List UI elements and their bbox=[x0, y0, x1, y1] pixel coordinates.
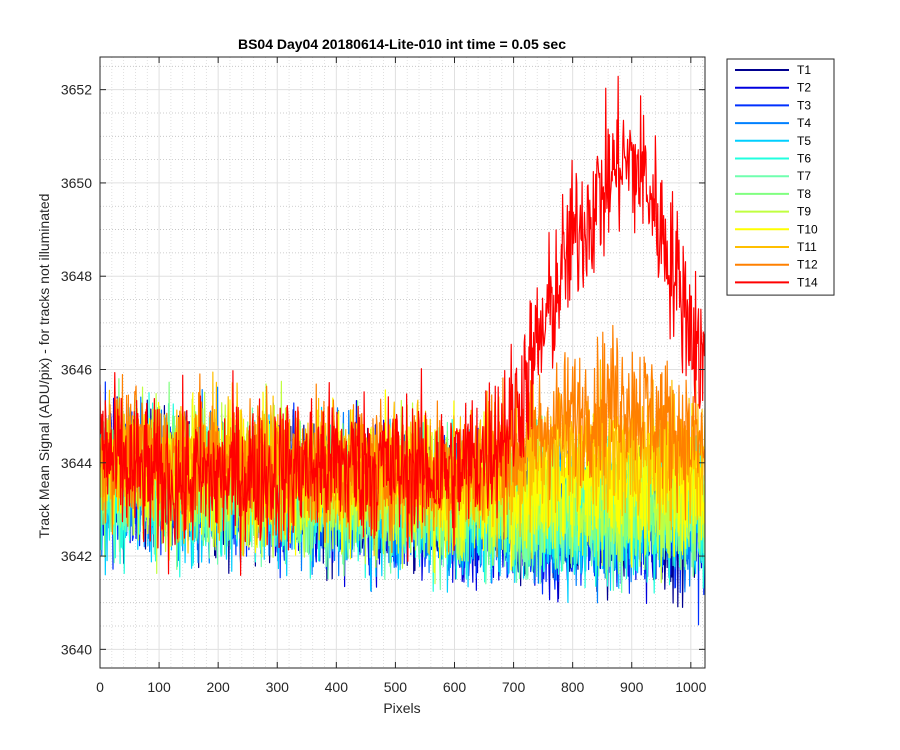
legend-label-t12: T12 bbox=[797, 258, 818, 272]
y-tick-label: 3648 bbox=[61, 268, 92, 284]
y-tick-label: 3644 bbox=[61, 455, 92, 471]
x-axis: 0 100 200 300 400 500 600 700 800 900 1000 bbox=[96, 57, 707, 695]
series-line-t14 bbox=[100, 75, 705, 576]
plot-border bbox=[99, 56, 706, 669]
y-axis: 3640 3642 3644 3646 3648 3650 3652 bbox=[61, 82, 705, 657]
x-tick-label: 800 bbox=[561, 679, 585, 695]
legend-label-t2: T2 bbox=[797, 81, 811, 95]
x-tick-label: 600 bbox=[443, 679, 467, 695]
x-tick-label: 100 bbox=[147, 679, 171, 695]
chart-title: BS04 Day04 20180614-Lite-010 int time = … bbox=[238, 36, 566, 52]
legend-label-t11: T11 bbox=[797, 240, 817, 254]
legend-label-t6: T6 bbox=[797, 152, 811, 166]
y-tick-label: 3642 bbox=[61, 548, 92, 564]
y-tick-label: 3652 bbox=[61, 82, 92, 98]
x-tick-label: 700 bbox=[502, 679, 526, 695]
x-tick-label: 300 bbox=[266, 679, 290, 695]
legend-label-t3: T3 bbox=[797, 98, 811, 112]
x-tick-label: 1000 bbox=[675, 679, 706, 695]
legend-label-t10: T10 bbox=[797, 222, 818, 236]
x-tick-label: 500 bbox=[384, 679, 408, 695]
legend: T1 T2 T3 T4 T5 T6 T7 T8 T9 T10 T11 T12 T14 bbox=[726, 58, 835, 296]
x-tick-label: 900 bbox=[620, 679, 644, 695]
legend-label-t4: T4 bbox=[797, 116, 811, 130]
legend-label-t7: T7 bbox=[797, 169, 811, 183]
y-axis-label: Track Mean Signal (ADU/pix) - for tracks… bbox=[36, 194, 52, 539]
y-tick-label: 3646 bbox=[61, 361, 92, 377]
y-tick-label: 3650 bbox=[61, 175, 92, 191]
x-tick-label: 200 bbox=[206, 679, 230, 695]
legend-label-t9: T9 bbox=[797, 205, 811, 219]
series-layer bbox=[100, 75, 705, 626]
x-tick-label: 0 bbox=[96, 679, 104, 695]
x-tick-label: 400 bbox=[325, 679, 349, 695]
legend-label-t14: T14 bbox=[797, 275, 818, 289]
y-tick-label: 3640 bbox=[61, 641, 92, 657]
legend-label-t1: T1 bbox=[797, 63, 811, 77]
legend-label-t5: T5 bbox=[797, 134, 811, 148]
legend-label-t8: T8 bbox=[797, 187, 811, 201]
x-axis-label: Pixels bbox=[383, 700, 420, 716]
